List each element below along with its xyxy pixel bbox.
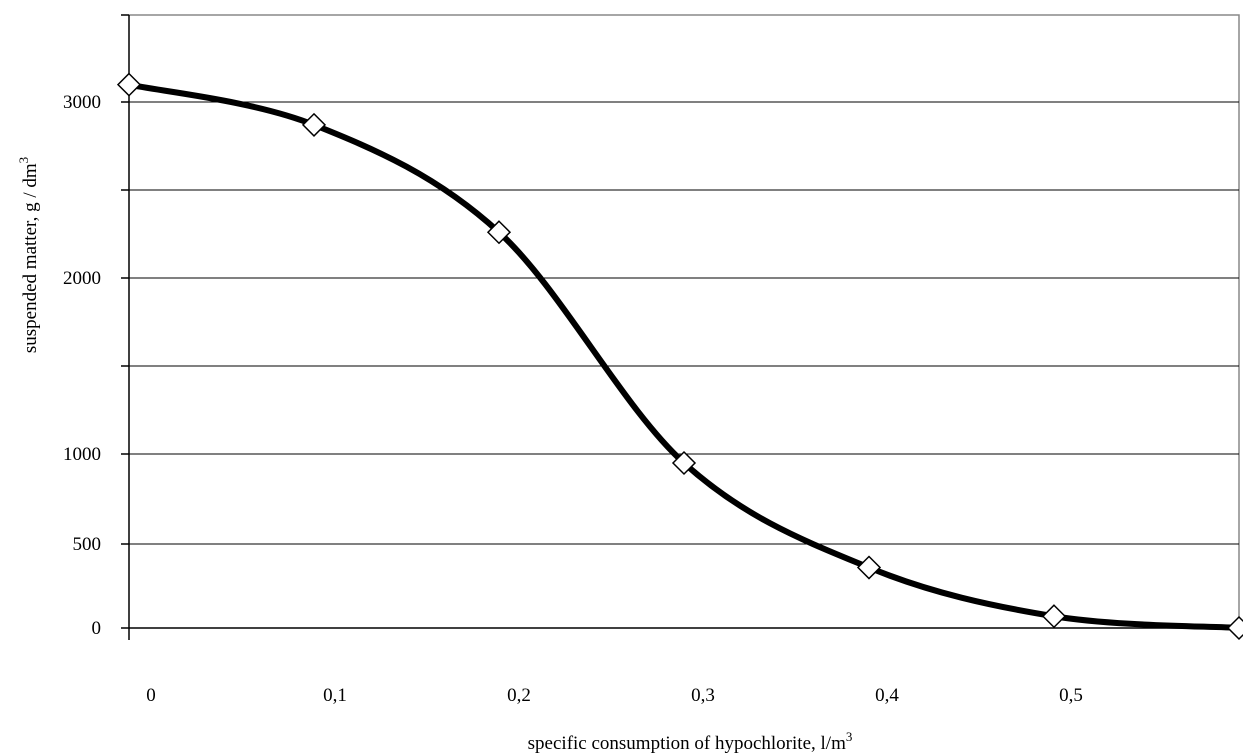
plot-frame [129,14,1240,628]
x-tick-label: 0,5 [1059,685,1083,706]
series [126,81,1242,631]
data-point-marker [671,450,697,476]
plot-border [129,14,1240,628]
data-point-marker [116,72,142,97]
series-line [126,81,1242,631]
data-point-marker [856,555,882,580]
x-tick-label: 0,3 [691,685,715,706]
data-point-marker [1041,604,1067,629]
x-tick-label: 0 [146,685,156,706]
data-point-marker [301,112,327,137]
data-point-marker [1226,615,1243,641]
x-tick-labels: 00,10,20,30,40,50,6 [146,685,1083,706]
y-tick-label: 3000 [63,92,101,113]
y-tick-label: 0 [92,618,102,639]
x-tick-label: 0,1 [323,685,347,706]
y-axis-title: suspended matter, g / dm3 [16,157,41,353]
gridlines [121,14,1239,640]
x-tick-label: 0,2 [507,685,531,706]
x-tick-label: 0,4 [875,685,899,706]
markers [116,72,1243,641]
y-tick-labels: 0 500 1000 2000 3000 [63,92,101,639]
data-point-marker [486,220,512,245]
y-tick-label: 1000 [63,444,101,465]
y-tick-label: 500 [73,534,102,555]
x-axis-title: specific consumption of hypochlorite, l/… [528,729,853,754]
y-tick-label: 2000 [63,268,101,289]
